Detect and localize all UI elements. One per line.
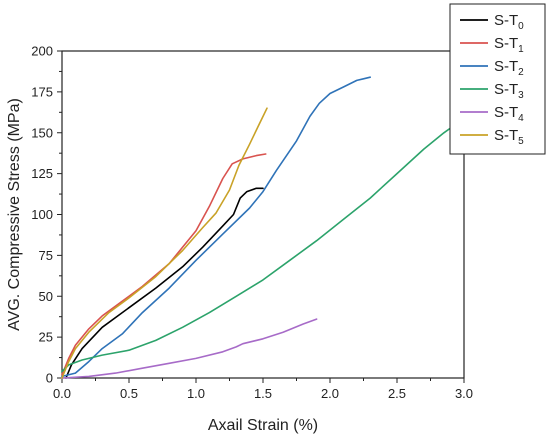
- x-axis-label: Axail Strain (%): [208, 417, 318, 434]
- series-line-4: [61, 318, 318, 379]
- legend-label-0: S-T0: [494, 12, 524, 32]
- legend-subscript: 4: [518, 113, 524, 124]
- x-tick-label: 1.5: [254, 386, 272, 401]
- x-tick-label: 1.0: [187, 386, 205, 401]
- y-tick-label: 25: [39, 330, 53, 345]
- plot-frame: [61, 50, 465, 379]
- y-axis-label: AVG. Compressive Stress (MPa): [6, 98, 23, 331]
- series-line-5: [61, 107, 268, 379]
- y-tick-label: 150: [31, 125, 53, 140]
- y-tick-label: 50: [39, 289, 53, 304]
- legend-subscript: 1: [518, 44, 524, 55]
- series-line-0: [65, 187, 264, 379]
- legend-label-5: S-T5: [494, 127, 524, 147]
- legend-subscript: 3: [518, 90, 524, 101]
- plot-area: [61, 50, 465, 379]
- y-tick-label: 100: [31, 207, 53, 222]
- series-line-2: [61, 76, 371, 378]
- legend-subscript: 2: [518, 67, 524, 78]
- x-tick-label: 2.5: [388, 386, 406, 401]
- legend-label-4: S-T4: [494, 104, 524, 124]
- y-tick-label: 200: [31, 44, 53, 59]
- y-tick-label: 75: [39, 248, 53, 263]
- legend-label-1: S-T1: [494, 35, 524, 55]
- series-lines: [61, 76, 461, 379]
- series-line-3: [61, 120, 461, 373]
- legend: S-T0 S-T1 S-T2 S-T3 S-T4 S-T5: [449, 3, 546, 155]
- y-tick-label: 175: [31, 84, 53, 99]
- y-tick-label: 125: [31, 166, 53, 181]
- x-axis: 0.0 0.5 1.0 1.5 2.0 2.5 3.0: [53, 378, 473, 401]
- series-line-1: [61, 153, 267, 376]
- y-axis: 0 25 50 75 100 125 150 175 200: [31, 44, 62, 386]
- x-tick-label: 2.0: [321, 386, 339, 401]
- y-tick-label: 0: [46, 371, 53, 386]
- legend-subscript: 5: [518, 136, 524, 147]
- legend-box: [449, 3, 546, 155]
- legend-label-2: S-T2: [494, 58, 524, 78]
- x-tick-label: 0.0: [53, 386, 71, 401]
- legend-label-3: S-T3: [494, 81, 524, 101]
- x-tick-label: 3.0: [455, 386, 473, 401]
- legend-subscript: 0: [518, 21, 524, 32]
- x-tick-label: 0.5: [120, 386, 138, 401]
